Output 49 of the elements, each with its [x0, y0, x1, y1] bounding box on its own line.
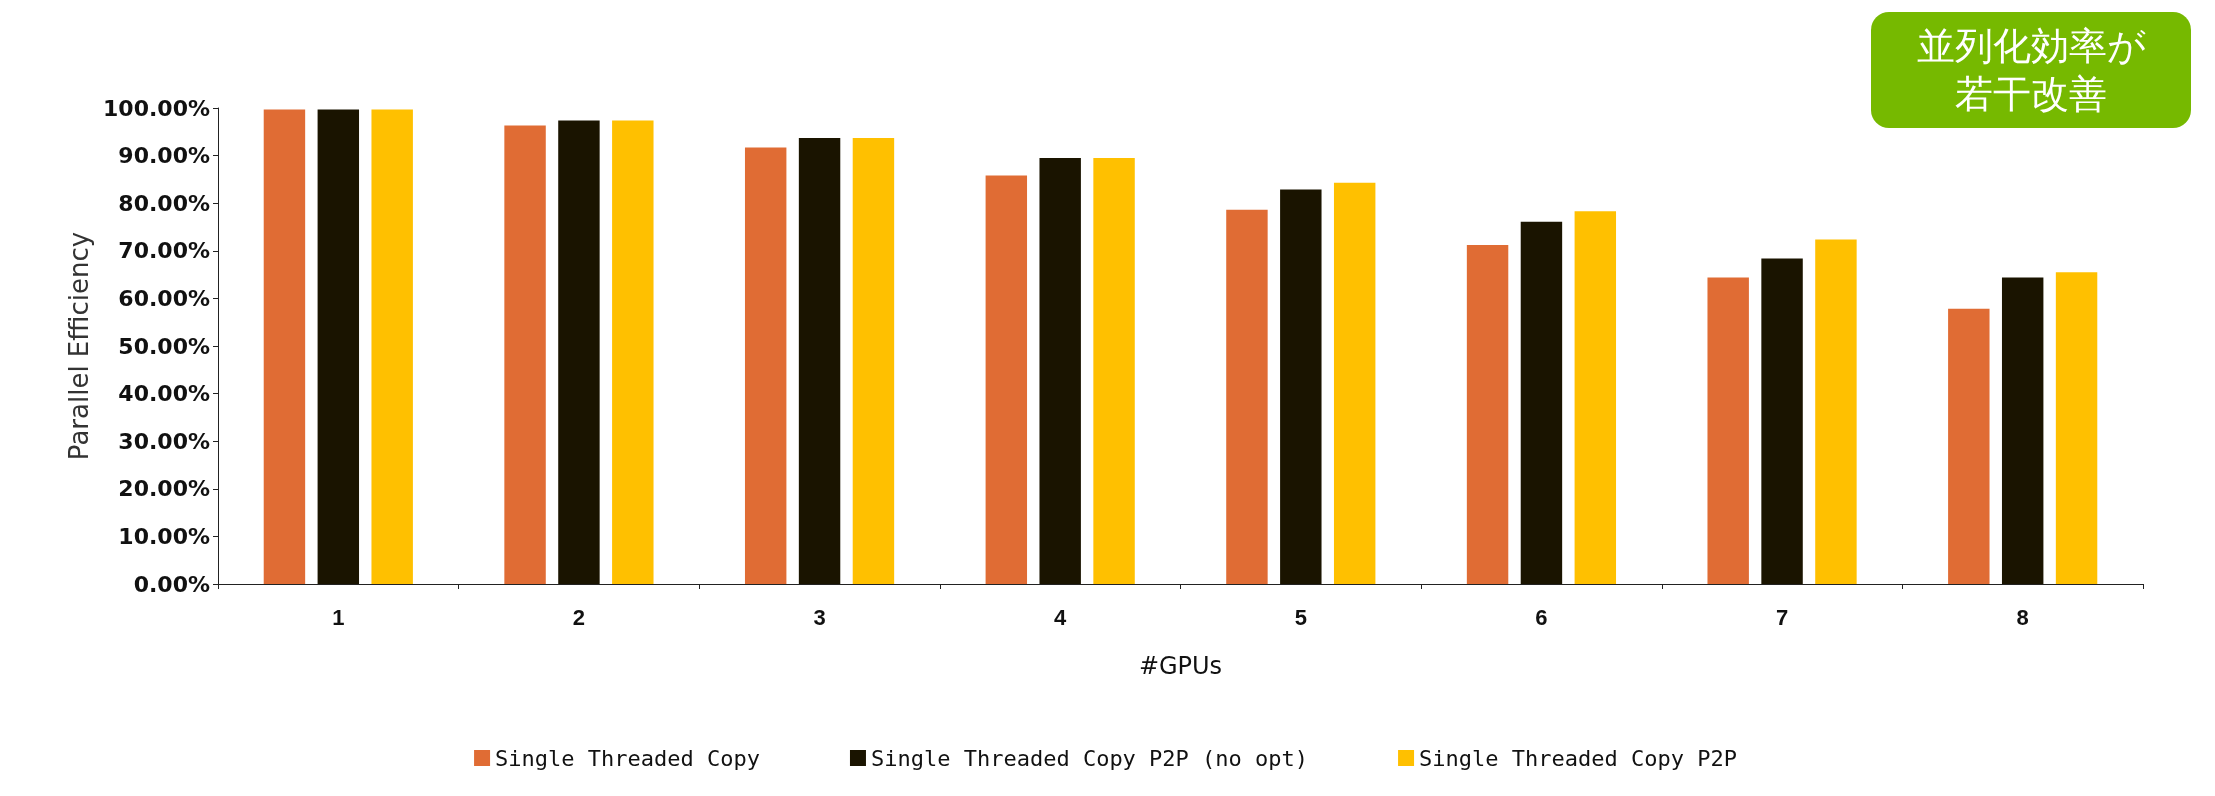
bar — [1333, 182, 1376, 584]
x-tick-label: 5 — [1294, 604, 1307, 630]
y-tick-label: 50.00% — [118, 333, 210, 359]
x-tick-label: 1 — [332, 604, 345, 630]
x-tick-label: 7 — [1775, 604, 1789, 630]
bar — [1466, 245, 1509, 584]
bar — [1707, 277, 1749, 584]
y-tick-label: 10.00% — [118, 523, 210, 549]
y-tick-label: 60.00% — [118, 285, 210, 311]
x-axis-title: #GPUs — [1138, 652, 1223, 680]
x-tick-label: 4 — [1054, 604, 1068, 630]
bar — [1948, 308, 1990, 584]
bar — [2055, 272, 2098, 584]
bar — [1815, 239, 1857, 584]
y-axis-title: Parallel Efficiency — [64, 231, 95, 461]
bar — [1761, 258, 1803, 584]
bar — [852, 137, 895, 584]
y-tick-label: 70.00% — [118, 238, 210, 264]
bar — [1520, 221, 1563, 584]
legend-label: Single Threaded Copy — [495, 745, 760, 771]
bar — [504, 125, 546, 584]
bar — [2001, 277, 2044, 584]
y-tick-label: 90.00% — [118, 143, 210, 169]
y-tick-label: 30.00% — [118, 428, 210, 454]
y-tick-label: 20.00% — [118, 476, 210, 502]
bar — [371, 109, 413, 584]
annotation: 並列化効率が若干改善 — [1916, 24, 2146, 116]
bar — [1280, 189, 1322, 584]
x-tick-label: 6 — [1535, 604, 1548, 630]
bar — [612, 120, 654, 584]
bar — [1574, 211, 1617, 584]
bar — [263, 109, 306, 584]
bar — [798, 137, 841, 584]
x-tick-label: 2 — [572, 604, 586, 630]
bar — [558, 120, 600, 584]
legend-label: Single Threaded Copy P2P — [1419, 745, 1737, 771]
bar — [1093, 157, 1135, 584]
bar — [1039, 157, 1081, 584]
y-tick-label: 40.00% — [118, 381, 210, 407]
x-tick-label: 8 — [2016, 604, 2029, 630]
bar — [985, 175, 1028, 584]
bar — [317, 109, 360, 584]
legend-label: Single Threaded Copy P2P (no opt) — [870, 745, 1309, 771]
y-tick-label: 0.00% — [133, 571, 210, 597]
bar — [1226, 209, 1268, 584]
x-tick-label: 3 — [813, 604, 826, 630]
bar — [744, 147, 787, 584]
y-tick-label: 100.00% — [103, 95, 210, 121]
y-tick-label: 80.00% — [118, 190, 210, 216]
